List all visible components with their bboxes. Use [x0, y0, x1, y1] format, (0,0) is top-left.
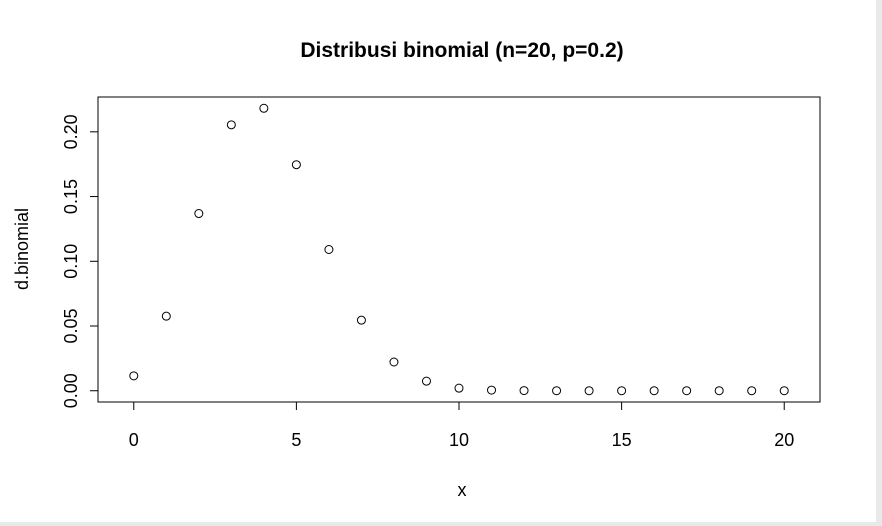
data-point [389, 357, 399, 367]
data-point [259, 103, 269, 113]
y-axis-title: d.binomial [12, 208, 32, 290]
data-point [454, 383, 464, 393]
data-point [291, 160, 301, 170]
data-point [682, 386, 692, 396]
x-tick-label: 5 [291, 430, 301, 450]
data-point [194, 209, 204, 219]
chart-title: Distribusi binomial (n=20, p=0.2) [300, 39, 623, 62]
x-tick-label: 0 [129, 430, 139, 450]
x-tick-label: 15 [612, 430, 632, 450]
data-point [552, 386, 562, 396]
data-point [356, 315, 366, 325]
data-point [226, 120, 236, 130]
data-point [584, 386, 594, 396]
data-point [161, 311, 171, 321]
data-point [421, 376, 431, 386]
data-point [779, 386, 789, 396]
x-axis: 0 5 10 15 20 [129, 401, 794, 450]
data-point [747, 386, 757, 396]
y-tick-label: 0.20 [61, 114, 81, 149]
y-tick-label: 0.05 [61, 308, 81, 343]
x-tick-label: 20 [774, 430, 794, 450]
data-point [649, 386, 659, 396]
y-tick-label: 0.00 [61, 373, 81, 408]
data-point [324, 245, 334, 254]
data-point [487, 385, 497, 395]
x-axis-title: x [458, 480, 467, 500]
data-points [129, 103, 789, 396]
data-point [714, 386, 724, 396]
y-tick-label: 0.10 [61, 244, 81, 279]
y-axis: 0.00 0.05 0.10 0.15 0.20 [61, 114, 99, 408]
data-point [519, 386, 529, 396]
data-point [129, 371, 139, 381]
data-point [617, 386, 627, 396]
plot-area-border [97, 96, 821, 403]
y-tick-label: 0.15 [61, 179, 81, 214]
x-tick-label: 10 [449, 430, 469, 450]
